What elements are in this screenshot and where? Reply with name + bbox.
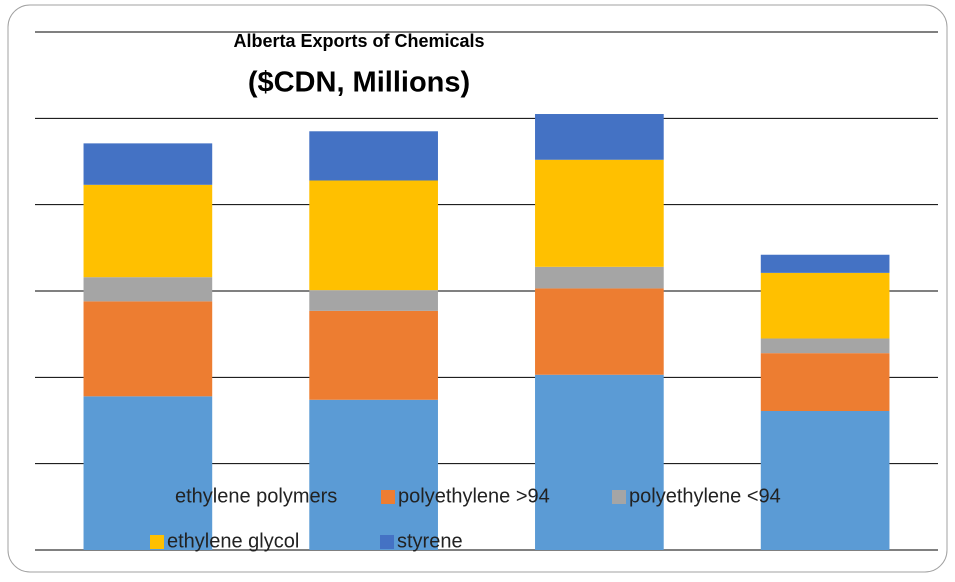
bar-segment: [309, 180, 438, 291]
legend-swatch: [150, 535, 164, 549]
bar-segment: [83, 143, 213, 185]
bar-segment: [83, 277, 213, 302]
chart-frame: [7, 4, 948, 573]
legend-label: polyethylene >94: [398, 485, 550, 507]
bar-segment: [760, 338, 890, 354]
bar-segment: [309, 399, 438, 550]
legend-label: ethylene polymers: [175, 485, 337, 507]
bar-segment: [83, 301, 213, 397]
chart-subtitle: ($CDN, Millions): [248, 67, 470, 99]
bar-segment: [535, 114, 664, 160]
legend-swatch: [380, 535, 394, 549]
bar-segment: [535, 288, 664, 375]
bar-segment: [760, 353, 890, 412]
legend: ethylene polymers polyethylene >94 polyeth…: [150, 485, 781, 552]
legend-label: polyethylene <94: [629, 485, 781, 507]
legend-label: styrene: [397, 530, 463, 552]
bar-segment: [535, 266, 664, 289]
bar-segment: [309, 310, 438, 400]
bar-segment: [309, 131, 438, 181]
legend-swatch: [612, 490, 626, 504]
bar-segment: [535, 374, 664, 550]
bar-segment: [760, 411, 890, 550]
legend-swatch: [381, 490, 395, 504]
bar-segment: [83, 396, 213, 550]
bar-segment: [760, 254, 890, 273]
bars: [83, 114, 890, 550]
bar-segment: [309, 290, 438, 311]
legend-label: ethylene glycol: [167, 530, 299, 552]
legend-swatch: [158, 490, 172, 504]
bar-segment: [535, 159, 664, 267]
bar-segment: [83, 184, 213, 278]
chart-title: Alberta Exports of Chemicals: [233, 31, 484, 51]
bar-segment: [760, 272, 890, 339]
